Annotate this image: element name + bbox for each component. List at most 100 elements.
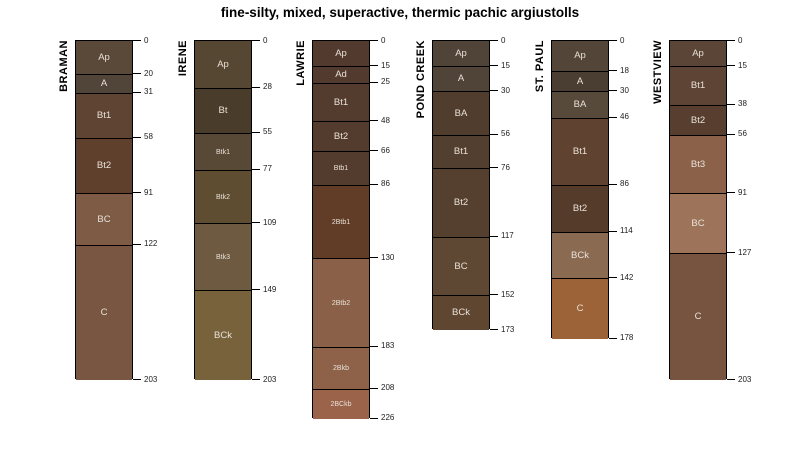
profile-column-braman: Ap A Bt1 Bt2 BC C (75, 40, 133, 380)
depth-tick (370, 65, 378, 66)
depth-tick-label: 127 (738, 248, 752, 257)
horizon-braman-c: C (76, 245, 132, 380)
horizon-label: Ap (217, 58, 229, 70)
horizon-irene-btk2: Btk2 (195, 170, 251, 223)
profile-name-braman: BRAMAN (58, 40, 70, 92)
depth-tick (370, 184, 378, 185)
horizon-westview-bt3: Bt3 (670, 135, 726, 193)
horizon-lawrie-ad: Ad (313, 66, 369, 83)
depth-tick-label: 114 (620, 226, 633, 235)
horizon-lawrie-2btb2: 2Btb2 (313, 258, 369, 347)
horizon-label: 2BCkb (330, 401, 352, 408)
horizon-label: Ap (574, 50, 586, 62)
depth-tick (133, 379, 141, 380)
horizon-pond-creek-ap: Ap (433, 41, 489, 66)
horizon-lawrie-2bkb: 2Bkb (313, 347, 369, 389)
horizon-label: C (694, 311, 702, 323)
depth-tick (727, 40, 735, 41)
depth-tick-label: 203 (263, 375, 277, 384)
horizon-st-paul-ap: Ap (552, 41, 608, 71)
depth-tick-label: 203 (738, 375, 752, 384)
horizon-label: Bt2 (690, 114, 706, 126)
horizon-label: Bt1 (96, 110, 112, 122)
depth-tick (133, 244, 141, 245)
depth-tick-label: 46 (620, 112, 629, 121)
depth-tick-label: 76 (501, 163, 510, 172)
depth-tick-label: 20 (144, 69, 153, 78)
horizon-label: C (100, 307, 108, 319)
depth-tick-label: 15 (738, 61, 747, 70)
depth-tick (370, 418, 378, 419)
depth-tick-label: 0 (501, 36, 506, 45)
horizon-st-paul-bck: BCk (552, 232, 608, 278)
depth-tick (727, 379, 735, 380)
horizon-label: Ap (335, 47, 347, 59)
profile-column-irene: Ap Bt Btk1 Btk2 Btk3 BCk (194, 40, 252, 380)
horizon-label: BCk (571, 249, 589, 261)
horizon-label: Bt2 (96, 160, 112, 172)
depth-tick (490, 134, 498, 135)
horizon-st-paul-bt1: Bt1 (552, 118, 608, 185)
chart-title: fine-silty, mixed, superactive, thermic … (220, 5, 580, 20)
depth-tick (370, 257, 378, 258)
depth-tick-label: 0 (620, 36, 625, 45)
horizon-st-paul-c: C (552, 278, 608, 339)
depth-tick (252, 169, 260, 170)
horizon-westview-c: C (670, 253, 726, 380)
horizon-irene-ap: Ap (195, 41, 251, 88)
horizon-label: Bt1 (453, 146, 469, 158)
horizon-label: Ap (98, 51, 110, 63)
horizon-label: 2Bkb (333, 365, 349, 372)
horizon-lawrie-2bckb: 2BCkb (313, 389, 369, 419)
depth-tick (727, 65, 735, 66)
horizon-label: Bt (218, 105, 228, 117)
horizon-pond-creek-ba: BA (433, 91, 489, 135)
horizon-label: Bt2 (333, 130, 349, 142)
depth-tick-label: 208 (381, 383, 395, 392)
depth-tick (133, 73, 141, 74)
depth-tick-label: 226 (381, 413, 395, 422)
horizon-label: Ap (455, 47, 467, 59)
horizon-st-paul-ba: BA (552, 91, 608, 118)
depth-tick (133, 137, 141, 138)
depth-tick (133, 40, 141, 41)
horizon-braman-bt1: Bt1 (76, 93, 132, 138)
depth-tick-label: 109 (263, 218, 277, 227)
depth-tick-label: 56 (738, 129, 747, 138)
profile-column-st-paul: Ap A BA Bt1 Bt2 BCk C (551, 40, 609, 339)
depth-tick (490, 236, 498, 237)
horizon-label: Btk2 (215, 193, 230, 201)
horizon-label: Bt1 (333, 96, 349, 108)
depth-tick-label: 86 (620, 179, 629, 188)
horizon-pond-creek-bc: BC (433, 237, 489, 295)
horizon-label: Bt2 (453, 197, 469, 209)
depth-tick (252, 87, 260, 88)
depth-tick (133, 192, 141, 193)
horizon-lawrie-btb1: Btb1 (313, 151, 369, 185)
horizon-st-paul-bt2: Bt2 (552, 185, 608, 232)
depth-tick (370, 150, 378, 151)
horizon-label: Btk3 (215, 253, 230, 261)
profile-column-lawrie: Ap Ad Bt1 Bt2 Btb1 2Btb1 2Btb2 2Bkb 2BCkb (312, 40, 370, 419)
depth-tick-label: 30 (620, 86, 629, 95)
depth-tick (727, 134, 735, 135)
horizon-lawrie-bt2: Bt2 (313, 121, 369, 151)
depth-tick-label: 117 (501, 231, 514, 240)
depth-tick-label: 56 (501, 129, 510, 138)
depth-tick (490, 294, 498, 295)
horizon-braman-bt2: Bt2 (76, 138, 132, 193)
depth-tick (609, 338, 617, 339)
horizon-braman-a: A (76, 74, 132, 93)
horizon-label: A (576, 75, 584, 87)
depth-tick-label: 0 (144, 36, 149, 45)
depth-tick (490, 65, 498, 66)
depth-tick (370, 120, 378, 121)
horizon-label: Bt3 (690, 158, 706, 170)
horizon-label: BC (97, 213, 111, 225)
horizon-label: Ap (692, 47, 704, 59)
depth-tick (727, 104, 735, 105)
horizon-lawrie-bt1: Bt1 (313, 83, 369, 121)
horizon-label: BCk (452, 307, 470, 319)
depth-tick-label: 91 (144, 188, 153, 197)
depth-tick-label: 58 (144, 132, 153, 141)
